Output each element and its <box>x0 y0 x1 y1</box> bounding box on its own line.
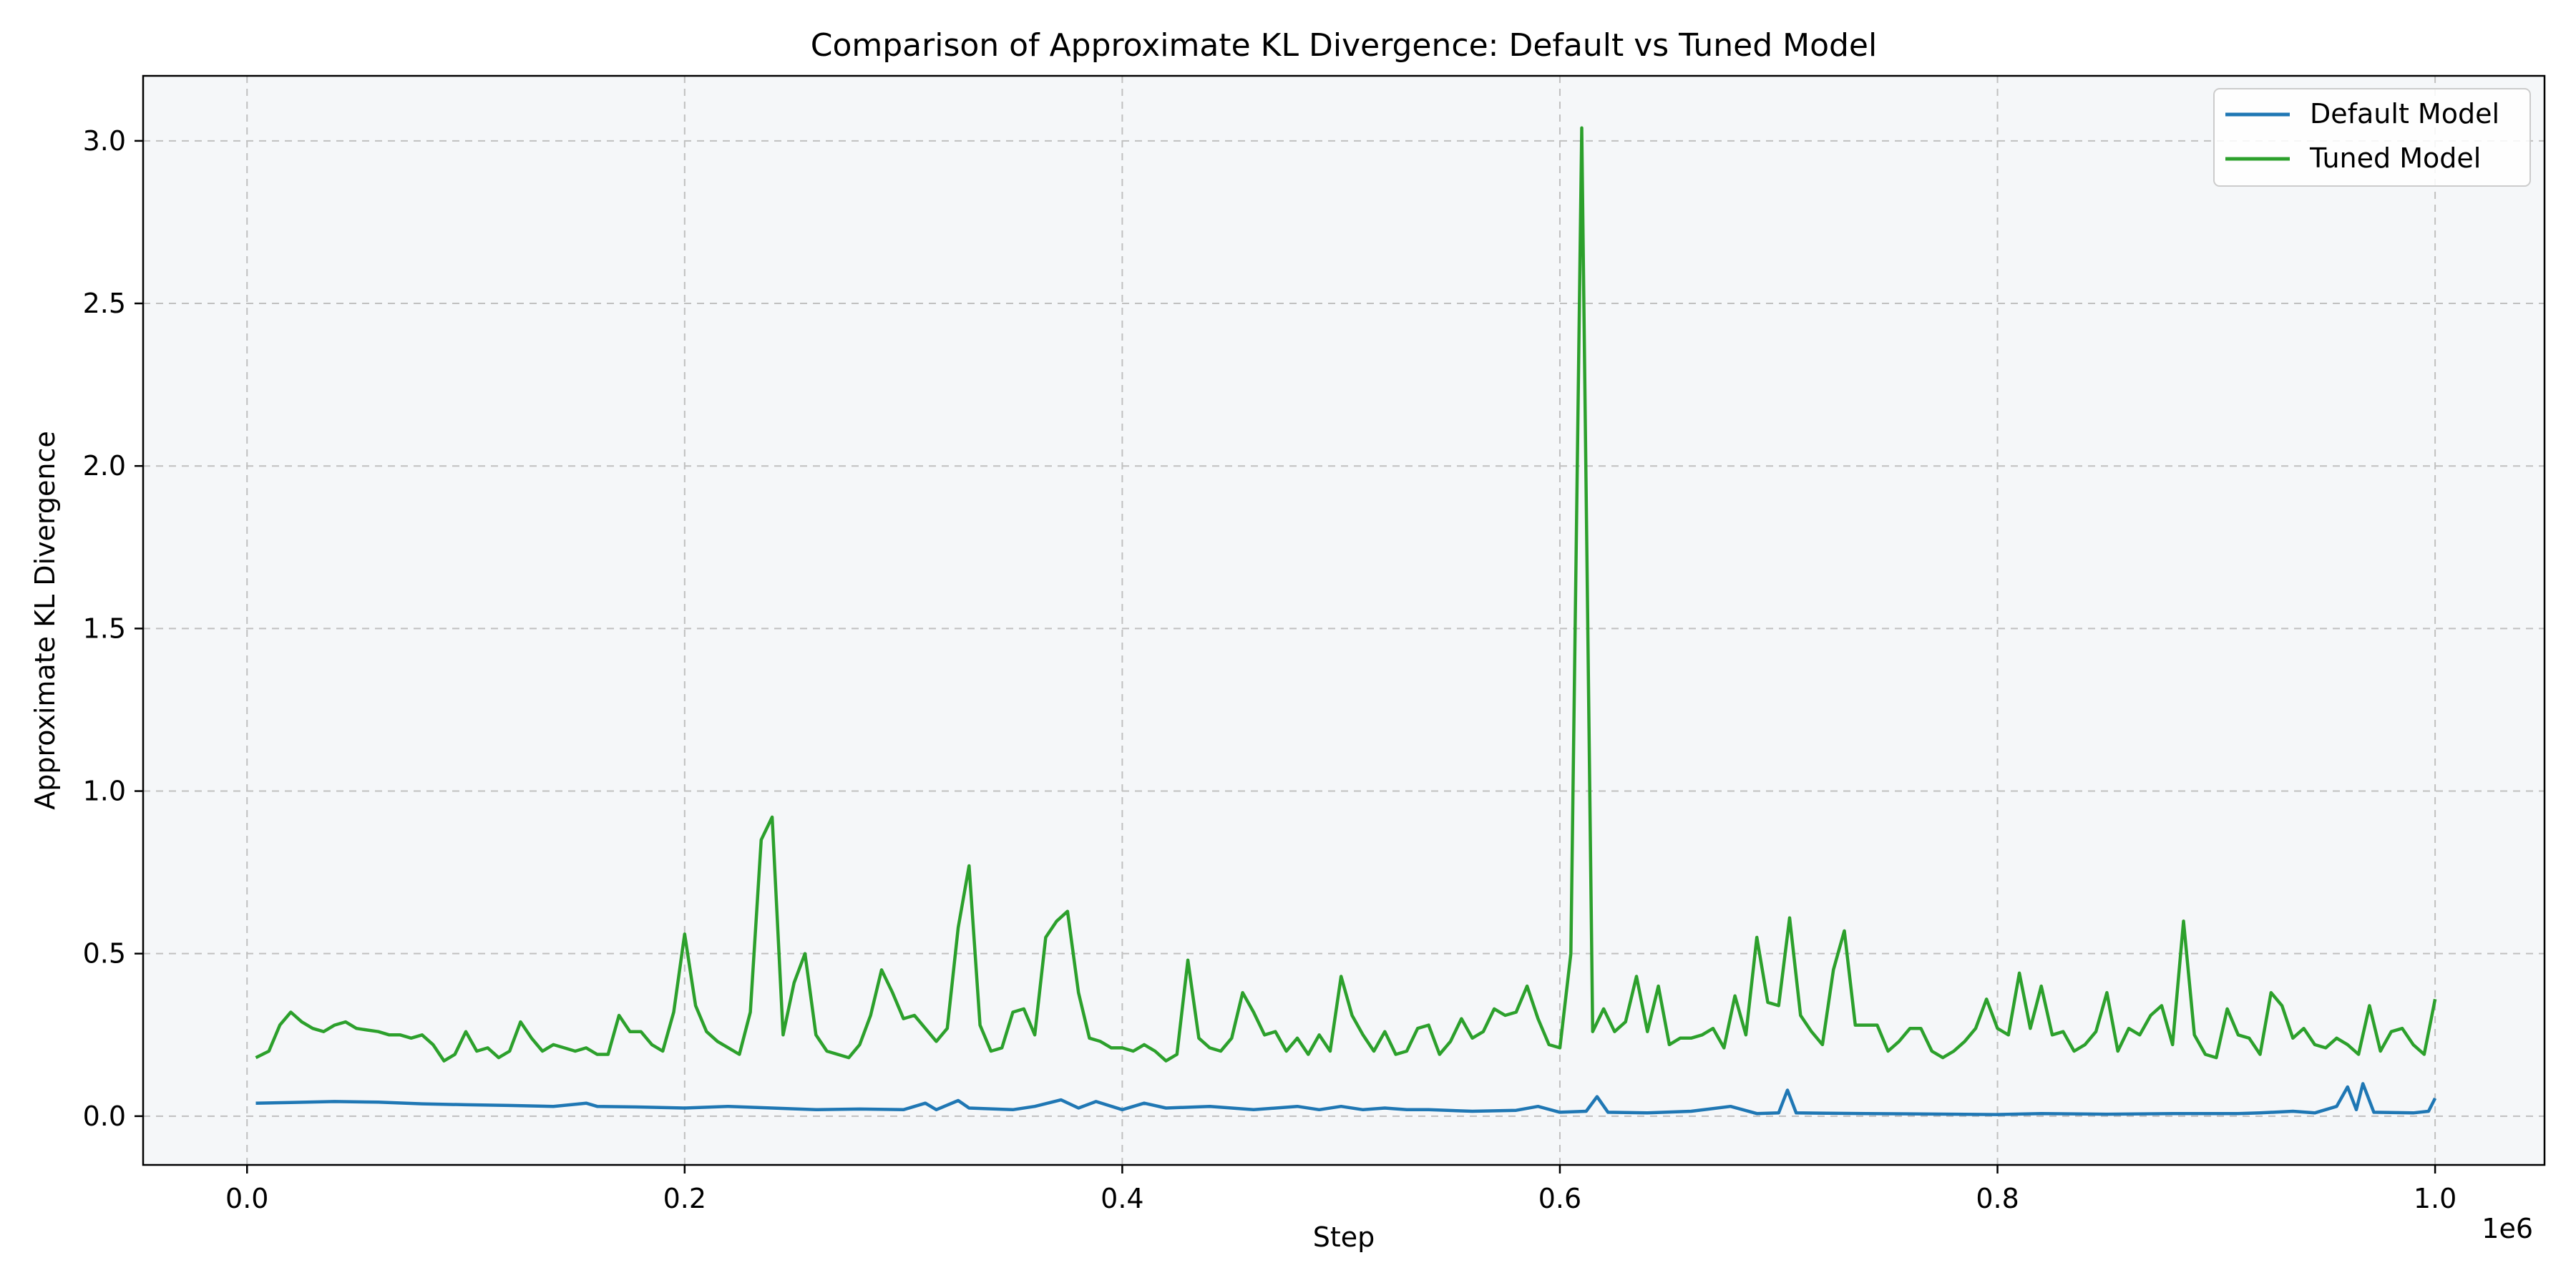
legend: Default Model Tuned Model <box>2213 88 2531 187</box>
y-tick-label: 0.5 <box>83 938 126 970</box>
x-tick-label: 0.4 <box>1101 1183 1143 1214</box>
x-tick-label: 0.0 <box>225 1183 268 1214</box>
y-tick-label: 3.0 <box>83 125 126 157</box>
plot-frame <box>142 74 2546 1166</box>
x-axis: 0.0 0.2 0.4 0.6 0.8 1.0 <box>225 1165 2457 1214</box>
y-tick-label: 1.0 <box>83 776 126 807</box>
y-tick-label: 1.5 <box>83 613 126 644</box>
x-tick-label: 0.8 <box>1976 1183 2019 1214</box>
x-tick-label: 0.6 <box>1538 1183 1581 1214</box>
legend-label-default: Default Model <box>2310 98 2499 130</box>
series-lines <box>255 126 2437 1116</box>
x-tick-label: 1.0 <box>2414 1183 2457 1214</box>
y-tick-label: 2.5 <box>83 288 126 319</box>
legend-box <box>2213 88 2531 187</box>
y-tick-label: 2.0 <box>83 450 126 482</box>
series-line-default-model <box>255 1082 2437 1116</box>
y-axis-label: Approximate KL Divergence <box>29 431 61 809</box>
plot-area <box>143 76 2545 1165</box>
y-axis: 0.0 0.5 1.0 1.5 2.0 2.5 3.0 <box>83 125 143 1132</box>
legend-label-tuned: Tuned Model <box>2309 142 2481 174</box>
series-line-tuned-model <box>255 126 2437 1063</box>
gridlines <box>143 76 2545 1165</box>
x-tick-label: 0.2 <box>663 1183 706 1214</box>
x-axis-offset-label: 1e6 <box>2482 1213 2533 1244</box>
chart-title: Comparison of Approximate KL Divergence:… <box>811 27 1877 64</box>
y-tick-label: 0.0 <box>83 1101 126 1132</box>
x-axis-label: Step <box>1313 1221 1375 1253</box>
